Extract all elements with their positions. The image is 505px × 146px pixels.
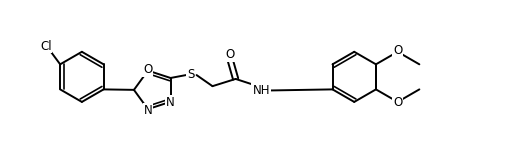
Text: O: O (392, 44, 401, 57)
Text: Cl: Cl (40, 40, 52, 53)
Text: O: O (143, 63, 152, 76)
Text: O: O (225, 48, 234, 61)
Text: S: S (187, 68, 194, 81)
Text: NH: NH (252, 84, 269, 97)
Text: O: O (392, 96, 401, 109)
Text: N: N (143, 104, 152, 117)
Text: N: N (166, 96, 175, 109)
